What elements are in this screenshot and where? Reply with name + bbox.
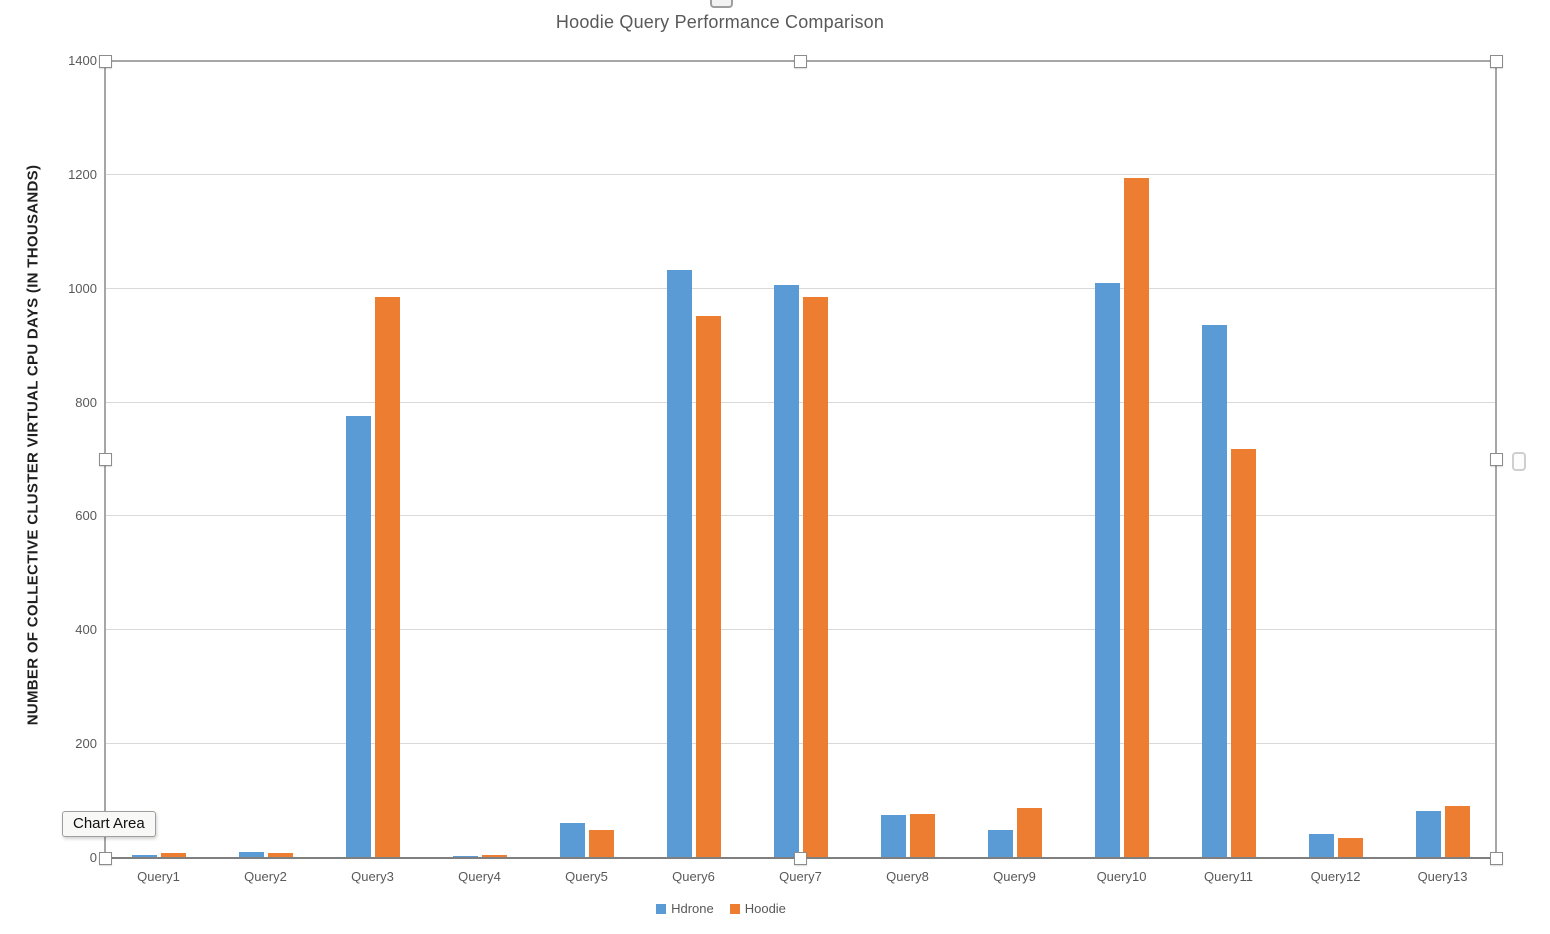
- legend-label-hdrone: Hdrone: [671, 901, 714, 916]
- legend-label-hoodie: Hoodie: [744, 901, 786, 916]
- x-axis-label-query2: Query2: [244, 869, 287, 884]
- gridline-200: [105, 743, 1496, 745]
- y-tick-label-200: 200: [75, 736, 97, 751]
- selection-handle-7[interactable]: [1490, 852, 1503, 865]
- x-axis-label-query7: Query7: [779, 869, 822, 884]
- x-axis-label-query1: Query1: [137, 869, 180, 884]
- legend-item-hdrone[interactable]: Hdrone: [656, 901, 714, 916]
- gridline-400: [105, 629, 1496, 631]
- bar-hoodie-query11[interactable]: [1230, 449, 1256, 858]
- legend-swatch-hoodie-icon: [729, 903, 740, 914]
- chart-selection-handle-right-partial[interactable]: [1512, 452, 1526, 471]
- bar-hoodie-query8[interactable]: [909, 814, 935, 858]
- bar-hoodie-query2[interactable]: [267, 853, 293, 858]
- bar-hoodie-query9[interactable]: [1016, 808, 1042, 858]
- selection-handle-0[interactable]: [99, 55, 112, 68]
- selection-handle-2[interactable]: [1490, 55, 1503, 68]
- bar-hoodie-query13[interactable]: [1444, 806, 1470, 858]
- x-axis-label-query4: Query4: [458, 869, 501, 884]
- chart-area-tooltip: Chart Area: [62, 811, 156, 837]
- legend[interactable]: Hdrone Hoodie: [0, 901, 1442, 916]
- y-tick-label-0: 0: [89, 850, 97, 865]
- x-axis-label-query8: Query8: [886, 869, 929, 884]
- x-axis-label-query10: Query10: [1096, 869, 1147, 884]
- x-axis-label-query12: Query12: [1310, 869, 1361, 884]
- bar-hdrone-query7[interactable]: [773, 285, 799, 858]
- legend-swatch-hdrone-icon: [656, 903, 667, 914]
- selection-handle-1[interactable]: [794, 55, 807, 68]
- selection-handle-3[interactable]: [99, 453, 112, 466]
- gridline-1200: [105, 173, 1496, 175]
- x-axis-label-query5: Query5: [565, 869, 608, 884]
- y-axis-title[interactable]: NUMBER OF COLLECTIVE CLUSTER VIRTUAL CPU…: [24, 164, 42, 726]
- bar-hoodie-query3[interactable]: [374, 297, 400, 858]
- bar-hoodie-query5[interactable]: [588, 830, 614, 858]
- bar-hoodie-query12[interactable]: [1337, 838, 1363, 858]
- plot-area[interactable]: [105, 60, 1496, 858]
- gridline-1000: [105, 287, 1496, 289]
- bar-hoodie-query4[interactable]: [481, 855, 507, 858]
- x-axis-label-query11: Query11: [1204, 869, 1253, 884]
- y-tick-label-1200: 1200: [68, 167, 97, 182]
- bar-hdrone-query3[interactable]: [345, 416, 371, 858]
- y-tick-label-1400: 1400: [68, 53, 97, 68]
- bar-hoodie-query1[interactable]: [160, 853, 186, 858]
- bar-hdrone-query5[interactable]: [559, 823, 585, 858]
- gridline-600: [105, 515, 1496, 517]
- chart-title[interactable]: Hoodie Query Performance Comparison: [555, 12, 885, 32]
- y-tick-label-400: 400: [75, 622, 97, 637]
- selection-handle-6[interactable]: [794, 852, 807, 865]
- bar-hoodie-query7[interactable]: [802, 297, 828, 858]
- y-tick-label-800: 800: [75, 395, 97, 410]
- bar-hdrone-query6[interactable]: [666, 270, 692, 858]
- bar-hdrone-query2[interactable]: [238, 852, 264, 858]
- bar-hdrone-query13[interactable]: [1415, 811, 1441, 858]
- selection-handle-5[interactable]: [99, 852, 112, 865]
- legend-item-hoodie[interactable]: Hoodie: [729, 901, 786, 916]
- bar-hdrone-query10[interactable]: [1094, 283, 1120, 858]
- y-tick-label-1000: 1000: [68, 281, 97, 296]
- x-axis-label-query6: Query6: [672, 869, 715, 884]
- bar-hoodie-query10[interactable]: [1123, 178, 1149, 858]
- bar-hdrone-query1[interactable]: [131, 855, 157, 858]
- x-axis-label-query3: Query3: [351, 869, 394, 884]
- bar-hdrone-query9[interactable]: [987, 830, 1013, 858]
- selection-handle-4[interactable]: [1490, 453, 1503, 466]
- y-tick-label-600: 600: [75, 508, 97, 523]
- bar-hdrone-query12[interactable]: [1308, 834, 1334, 858]
- x-axis-label-query13: Query13: [1417, 869, 1468, 884]
- bar-hoodie-query6[interactable]: [695, 316, 721, 858]
- chart-selection-handle-top-partial[interactable]: [710, 0, 733, 8]
- bar-hdrone-query11[interactable]: [1201, 325, 1227, 858]
- bar-hdrone-query8[interactable]: [880, 815, 906, 858]
- gridline-800: [105, 401, 1496, 403]
- x-axis-label-query9: Query9: [993, 869, 1036, 884]
